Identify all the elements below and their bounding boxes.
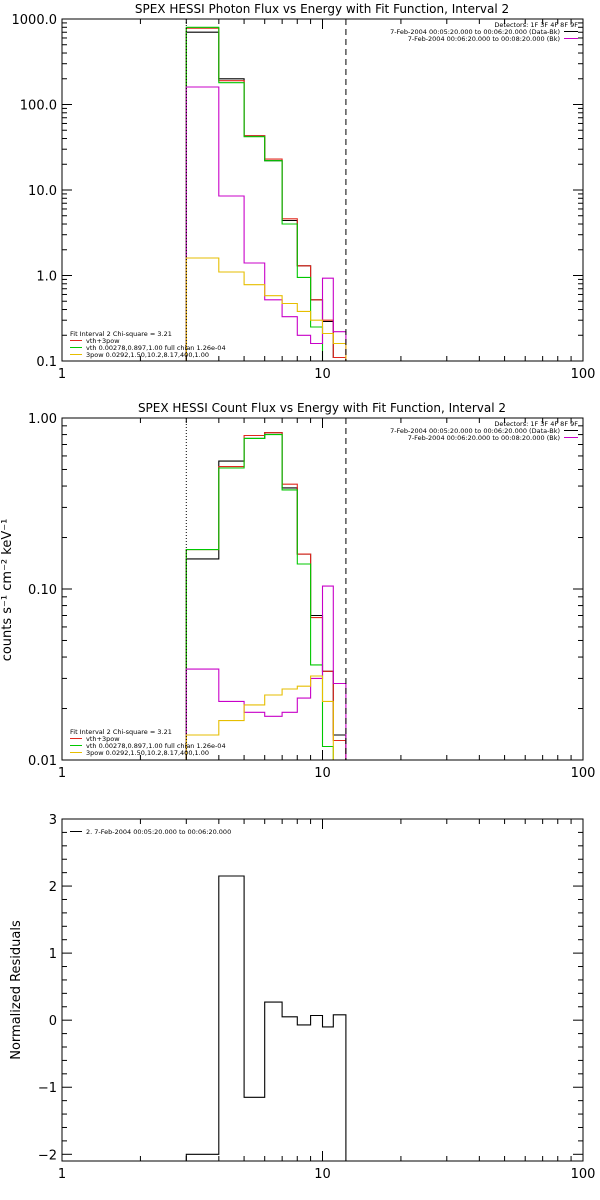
y-tick-label: 0.01 bbox=[28, 754, 57, 769]
legend-text: 3pow 0.0292,1.50,10.2,8.17,400,1.00 bbox=[86, 749, 209, 757]
residuals-legend: 2. 7-Feb-2004 00:05:20.000 to 00:06:20.0… bbox=[70, 828, 231, 836]
residuals-plot-frame bbox=[61, 818, 584, 1162]
x-tick-label: 1 bbox=[58, 1167, 66, 1182]
series-line bbox=[185, 434, 334, 760]
count-flux-title: SPEX HESSI Count Flux vs Energy with Fit… bbox=[138, 401, 506, 415]
header-text: Detectors: 1F 3F 4F 8F 9F bbox=[494, 21, 578, 29]
count-flux-header: Detectors: 1F 3F 4F 8F 9F7-Feb-2004 00:0… bbox=[390, 420, 578, 442]
x-tick-label: 100 bbox=[571, 1167, 596, 1182]
legend-text: Fit Interval 2 Chi-square = 3.21 bbox=[70, 728, 172, 736]
legend-text: vth+3pow bbox=[86, 735, 120, 743]
x-tick-label: 100 bbox=[571, 766, 596, 781]
count-flux-axes: 1 10 100 0.01 0.10 1.00 bbox=[28, 412, 595, 781]
x-tick-label: 1 bbox=[58, 367, 66, 382]
count-flux-series bbox=[185, 432, 347, 760]
y-tick-label: 0.10 bbox=[28, 583, 57, 598]
residuals-axes: 1 10 100 −2 −1 0 1 2 3 bbox=[38, 813, 596, 1182]
photon-flux-title: SPEX HESSI Photon Flux vs Energy with Fi… bbox=[135, 2, 509, 16]
residuals-series bbox=[185, 875, 347, 1161]
y-tick-label: 1000.0 bbox=[12, 13, 58, 28]
series-line bbox=[185, 675, 347, 760]
y-tick-label: 0 bbox=[49, 1014, 57, 1029]
residuals-y-axis-label: Normalized Residuals bbox=[9, 920, 24, 1060]
y-tick-label: 1 bbox=[49, 947, 57, 962]
series-line bbox=[185, 26, 324, 361]
y-tick-label: 0.1 bbox=[36, 355, 57, 370]
legend-text: 3pow 0.0292,1.50,10.2,8.17,400,1.00 bbox=[86, 351, 209, 359]
photon-flux-legend: Fit Interval 2 Chi-square = 3.21vth+3pow… bbox=[70, 330, 226, 359]
y-tick-label: 3 bbox=[49, 813, 57, 828]
x-tick-label: 100 bbox=[571, 367, 596, 382]
series-line bbox=[185, 27, 347, 361]
header-text: 7-Feb-2004 00:05:20.000 to 00:06:20.000 … bbox=[390, 427, 560, 435]
count-flux-legend: Fit Interval 2 Chi-square = 3.21vth+3pow… bbox=[70, 728, 226, 757]
residuals-panel: Normalized Residuals 1 10 100 −2 −1 0 1 2 3 2. 7… bbox=[9, 813, 595, 1182]
y-tick-label: 10.0 bbox=[28, 184, 57, 199]
series-line bbox=[185, 31, 347, 361]
y-tick-label: 2 bbox=[49, 880, 57, 895]
legend-text: vth 0.00278,0.897,1.00 full chian 1.26e-… bbox=[86, 344, 226, 352]
y-tick-label: 1.0 bbox=[36, 270, 57, 285]
legend-text: Fit Interval 2 Chi-square = 3.21 bbox=[70, 330, 172, 338]
legend-text: vth+3pow bbox=[86, 337, 120, 345]
y-tick-label: −1 bbox=[38, 1081, 57, 1096]
y-tick-label: 1.00 bbox=[28, 412, 57, 427]
x-tick-label: 10 bbox=[314, 766, 331, 781]
x-tick-label: 1 bbox=[58, 766, 66, 781]
series-line bbox=[185, 585, 347, 760]
legend-text: 2. 7-Feb-2004 00:05:20.000 to 00:06:20.0… bbox=[86, 828, 231, 836]
x-tick-label: 10 bbox=[314, 1167, 331, 1182]
photon-flux-panel: SPEX HESSI Photon Flux vs Energy with Fi… bbox=[12, 2, 596, 382]
header-text: Detectors: 1F 3F 4F 8F 9F bbox=[494, 420, 578, 428]
header-text: 7-Feb-2004 00:05:20.000 to 00:06:20.000 … bbox=[390, 28, 560, 36]
photon-flux-header: Detectors: 1F 3F 4F 8F 9F7-Feb-2004 00:0… bbox=[390, 21, 578, 43]
y-tick-label: 100.0 bbox=[20, 99, 57, 114]
x-tick-label: 10 bbox=[314, 367, 331, 382]
count-flux-panel: SPEX HESSI Count Flux vs Energy with Fit… bbox=[0, 401, 595, 781]
header-text: 7-Feb-2004 00:06:20.000 to 00:08:20.000 … bbox=[408, 35, 560, 43]
series-line bbox=[185, 257, 347, 361]
y-tick-label: −2 bbox=[38, 1148, 57, 1163]
count-flux-y-axis-label: counts s⁻¹ cm⁻² keV⁻¹ bbox=[0, 519, 15, 662]
photon-flux-series bbox=[185, 26, 347, 361]
photon-flux-fit-bounds bbox=[185, 19, 347, 361]
series-line bbox=[185, 875, 347, 1161]
series-line bbox=[185, 86, 347, 361]
header-text: 7-Feb-2004 00:06:20.000 to 00:08:20.000 … bbox=[408, 434, 560, 442]
count-flux-fit-bounds bbox=[185, 418, 347, 760]
series-line bbox=[185, 432, 347, 760]
photon-flux-axes: 1 10 100 0.1 1.0 10.0 100.0 1000.0 bbox=[12, 13, 596, 382]
legend-text: vth 0.00278,0.897,1.00 full chian 1.26e-… bbox=[86, 742, 226, 750]
